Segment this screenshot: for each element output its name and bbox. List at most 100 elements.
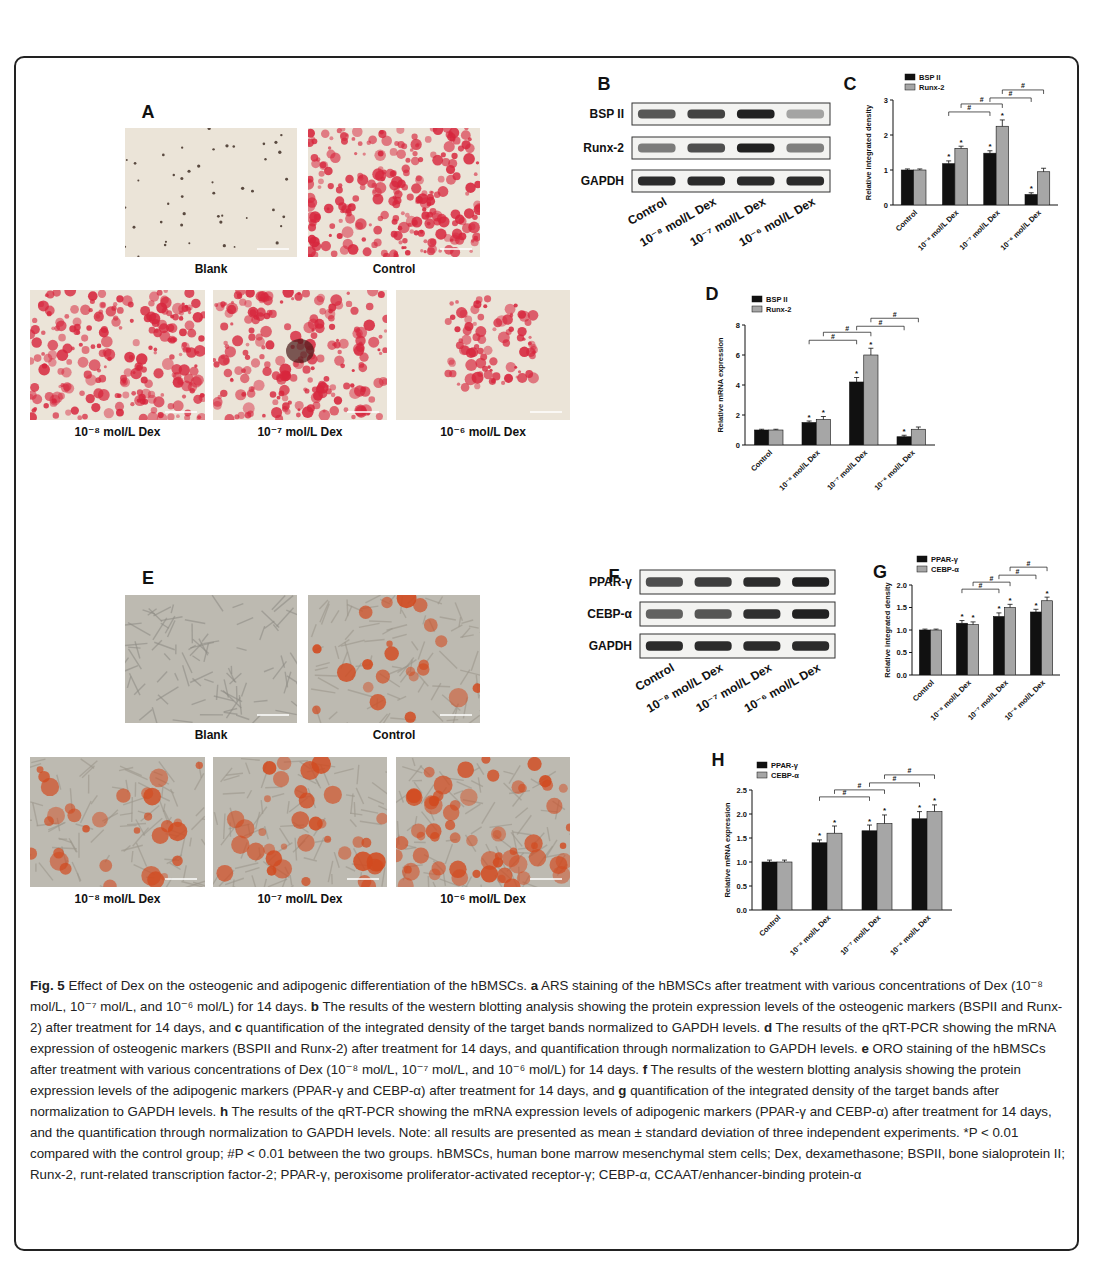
cell-texture <box>139 710 152 721</box>
speck <box>180 224 183 227</box>
stain-blob <box>321 130 330 139</box>
bracket <box>1002 90 1043 94</box>
dark-nodule <box>286 339 314 363</box>
stain-blob <box>470 305 479 314</box>
stain-blob <box>232 335 243 346</box>
scale-bar <box>165 878 197 880</box>
micrograph <box>30 290 205 420</box>
y-tick-label: 1.0 <box>737 858 747 867</box>
scale-bar <box>347 411 379 413</box>
stain-blob <box>277 757 292 771</box>
stain-blob <box>43 403 48 408</box>
bar <box>914 170 926 205</box>
stain-blob <box>160 393 164 397</box>
caption-text: quantification of the integrated density… <box>246 1020 760 1035</box>
stain-blob <box>492 327 496 331</box>
significance-star: * <box>808 413 812 422</box>
stain-blob <box>120 375 127 382</box>
stain-blob <box>158 412 164 418</box>
stain-blob <box>409 671 419 681</box>
stain-blob <box>70 305 79 314</box>
significance-star: * <box>933 796 937 805</box>
stain-blob <box>484 370 493 379</box>
y-tick-label: 2.0 <box>737 810 747 819</box>
stain-blob <box>378 291 385 298</box>
stain-blob <box>489 357 497 365</box>
y-tick-label: 0 <box>736 441 740 450</box>
y-tick <box>890 205 893 206</box>
cell-texture <box>236 686 238 702</box>
stain-blob <box>474 383 480 389</box>
stain-blob <box>273 771 289 787</box>
stain-blob <box>339 219 343 223</box>
stain-blob <box>465 182 475 192</box>
stain-blob <box>546 798 562 814</box>
y-tick <box>890 170 893 171</box>
stain-blob <box>327 340 336 349</box>
cell-texture <box>156 687 178 701</box>
stain-blob <box>335 196 344 205</box>
micrograph <box>125 595 297 723</box>
stain-blob <box>512 780 526 794</box>
micrograph <box>396 757 570 887</box>
stain-blob <box>341 138 348 145</box>
speck <box>234 246 236 248</box>
cell-texture <box>273 625 278 631</box>
cell-texture <box>141 805 160 821</box>
speck <box>246 217 248 219</box>
y-axis-label: Relative integrated density <box>883 581 892 677</box>
bar <box>927 812 942 910</box>
stain-blob <box>148 391 155 398</box>
bar <box>996 126 1008 205</box>
x-tick-label: 10⁻⁸ mol/L Dex <box>916 207 961 252</box>
stain-blob <box>220 322 228 330</box>
cell-texture <box>291 701 297 715</box>
stain-blob <box>280 370 291 381</box>
cell-texture <box>128 647 140 648</box>
cell-texture <box>69 838 77 852</box>
stain-blob <box>376 813 387 825</box>
stain-blob <box>410 229 415 234</box>
cell-texture <box>254 700 268 701</box>
cell-texture <box>235 863 258 868</box>
stain-blob <box>162 308 169 315</box>
stain-blob <box>382 347 387 353</box>
cell-texture <box>81 759 94 769</box>
stain-blob <box>475 358 486 369</box>
y-tick <box>890 135 893 136</box>
stain-blob <box>90 299 95 304</box>
stain-blob <box>473 236 478 241</box>
cell-texture <box>460 670 469 685</box>
stain-blob <box>514 303 518 307</box>
cell-texture <box>329 712 337 719</box>
y-tick-label: 1.5 <box>897 603 907 612</box>
y-tick <box>749 862 752 863</box>
image-label: 10⁻⁶ mol/L Dex <box>440 892 526 906</box>
image-label: Control <box>373 728 416 742</box>
stain-blob <box>430 191 433 194</box>
stain-blob <box>154 348 158 352</box>
speck <box>282 215 285 218</box>
stain-blob <box>144 813 152 821</box>
stain-blob <box>319 409 331 420</box>
stain-blob <box>249 386 255 392</box>
stain-blob <box>394 141 399 146</box>
significance-star: * <box>997 604 1001 613</box>
stain-blob <box>97 344 102 349</box>
stain-blob <box>271 407 282 418</box>
cell-texture <box>252 875 259 887</box>
cell-texture <box>480 632 481 638</box>
stain-blob <box>81 334 88 341</box>
stain-blob <box>226 302 238 314</box>
blot-lane-label: 10⁻⁶ mol/L Dex <box>736 194 817 249</box>
stain-blob <box>38 771 50 783</box>
cell-texture <box>356 788 363 804</box>
stain-blob <box>113 302 117 306</box>
bracket <box>871 318 919 322</box>
stain-blob <box>64 290 76 297</box>
cell-texture <box>134 684 145 695</box>
blot-band <box>638 144 676 153</box>
error-bar <box>916 427 921 429</box>
stain-blob <box>459 345 469 355</box>
caption-letter: h <box>220 1104 228 1119</box>
